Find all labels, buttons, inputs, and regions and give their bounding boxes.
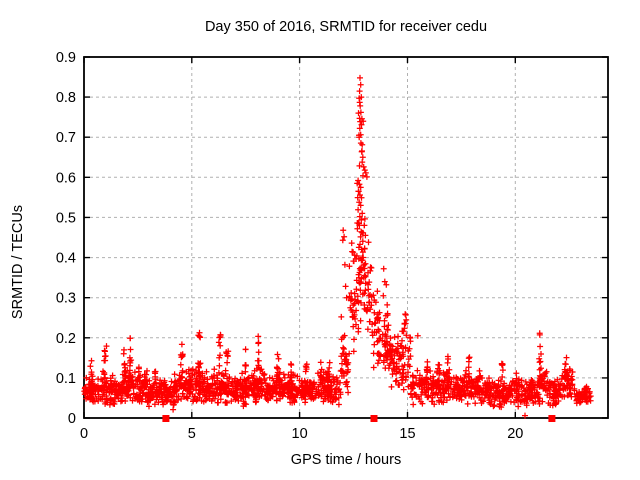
y-tick-label: 0.6 [56,170,76,186]
tick-labels: 0 0.1 0.2 0.3 0.4 0.5 0.6 0.7 0.8 0.9 0 5 10 15 20 [56,50,524,442]
x-axis-label: GPS time / hours [291,452,401,468]
x-tick-label: 5 [188,426,196,442]
x-tick-label: 10 [292,426,308,442]
y-tick-label: 0.3 [56,291,76,307]
axes-frame [83,56,609,419]
y-tick-label: 0 [68,411,76,427]
grid-layer [84,57,608,418]
y-axis-label: SRMTID / TECUs [10,205,26,319]
chart-title: Day 350 of 2016, SRMTID for receiver ced… [205,19,487,35]
x-tick-label: 0 [80,426,88,442]
y-tick-label: 0.1 [56,371,76,387]
y-tick-label: 0.9 [56,50,76,66]
zero-value-marker [370,415,378,422]
zero-value-marker [162,415,170,422]
x-tick-label: 20 [507,426,523,442]
y-tick-label: 0.5 [56,210,76,226]
x-tick-label: 15 [399,426,415,442]
zero-value-marker [548,415,556,422]
y-tick-label: 0.7 [56,130,76,146]
y-tick-label: 0.2 [56,331,76,347]
y-tick-label: 0.8 [56,90,76,106]
data-points [81,74,594,422]
y-tick-label: 0.4 [56,251,76,267]
